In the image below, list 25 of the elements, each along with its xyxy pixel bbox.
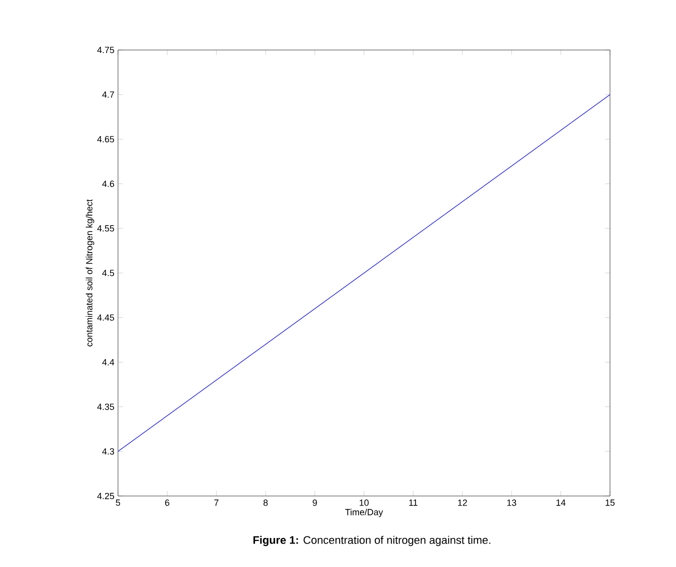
y-tick-label: 4.6 xyxy=(102,180,114,187)
y-tick-label: 4.4 xyxy=(102,359,114,366)
x-tick-label: 9 xyxy=(312,500,317,506)
text: Figure 1: Concentration of nitrogen against time. xyxy=(253,536,490,546)
x-tick-label: 12 xyxy=(458,500,467,506)
x-tick-label: 13 xyxy=(507,500,516,506)
x-tick-label: 8 xyxy=(264,500,268,506)
y-tick-label: 4.65 xyxy=(97,136,114,142)
y-tick-label: 4.3 xyxy=(102,448,114,455)
x-tick-label: 14 xyxy=(556,500,566,506)
x-tick-label: 10 xyxy=(360,500,369,506)
y-tick-label: 4.55 xyxy=(97,225,114,232)
y-tick-label: 4.35 xyxy=(97,404,114,410)
x-tick-label: 11 xyxy=(409,500,418,506)
y-axis-title: contaminated soil of Nitrogen kg/hect xyxy=(86,199,94,346)
y-tick-label: 4.7 xyxy=(102,92,114,98)
y-tick-label: 4.75 xyxy=(97,46,114,54)
y-tick-label: 4.5 xyxy=(102,270,114,276)
x-tick-label: 7 xyxy=(214,500,218,506)
x-tick-label: 5 xyxy=(116,500,120,506)
x-tick-label: 15 xyxy=(606,500,615,506)
y-tick-label: 4.45 xyxy=(97,314,114,321)
y-tick-label: 4.25 xyxy=(97,492,114,500)
x-tick-label: 6 xyxy=(165,500,170,506)
x-axis-title: Time/Day xyxy=(345,508,383,518)
